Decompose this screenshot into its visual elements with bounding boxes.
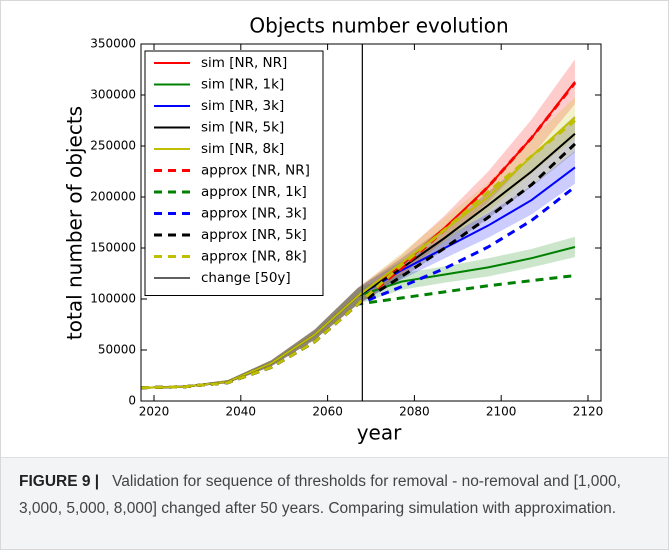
legend-label: sim [NR, 3k] — [201, 98, 284, 114]
caption-text: Validation for sequence of thresholds fo… — [19, 473, 621, 517]
chart: Objects number evolution year total numb… — [63, 14, 604, 445]
x-tick-label: 2060 — [312, 405, 343, 419]
y-tick-label: 200000 — [90, 190, 136, 204]
legend-label: sim [NR, 5k] — [201, 120, 284, 136]
caption: FIGURE 9 | Validation for sequence of th… — [1, 457, 668, 549]
legend-label: sim [NR, 1k] — [201, 77, 284, 93]
y-tick-label: 350000 — [90, 37, 136, 51]
legend-box — [144, 50, 324, 296]
y-tick-label: 150000 — [90, 241, 136, 255]
y-tick-label: 250000 — [90, 139, 136, 153]
y-tick-label: 100000 — [90, 292, 136, 306]
series-line — [140, 119, 576, 390]
legend-label: approx [NR, NR] — [201, 163, 310, 179]
legend-label: approx [NR, 1k] — [201, 184, 307, 200]
chart-title: Objects number evolution — [249, 14, 508, 38]
legend-label: sim [NR, 8k] — [201, 141, 284, 157]
x-tick-label: 2120 — [573, 405, 604, 419]
plot-frame — [140, 43, 602, 402]
y-axis-label: total number of objects — [63, 106, 87, 340]
x-axis-label: year — [357, 421, 402, 445]
legend-label: sim [NR, NR] — [201, 55, 287, 71]
x-tick-label: 2100 — [486, 405, 517, 419]
caption-label: FIGURE 9 | — [19, 473, 100, 490]
y-tick-label: 0 — [128, 394, 136, 408]
y-tick-label: 50000 — [98, 343, 136, 357]
band — [141, 236, 575, 389]
x-tick-label: 2040 — [226, 405, 257, 419]
legend-label: approx [NR, 5k] — [201, 227, 307, 243]
legend-label: approx [NR, 3k] — [201, 206, 307, 222]
y-tick-label: 300000 — [90, 88, 136, 102]
x-tick-label: 2020 — [139, 405, 170, 419]
legend-label: change [50y] — [201, 270, 291, 286]
x-tick-label: 2080 — [399, 405, 430, 419]
legend-label: approx [NR, 8k] — [201, 249, 307, 265]
